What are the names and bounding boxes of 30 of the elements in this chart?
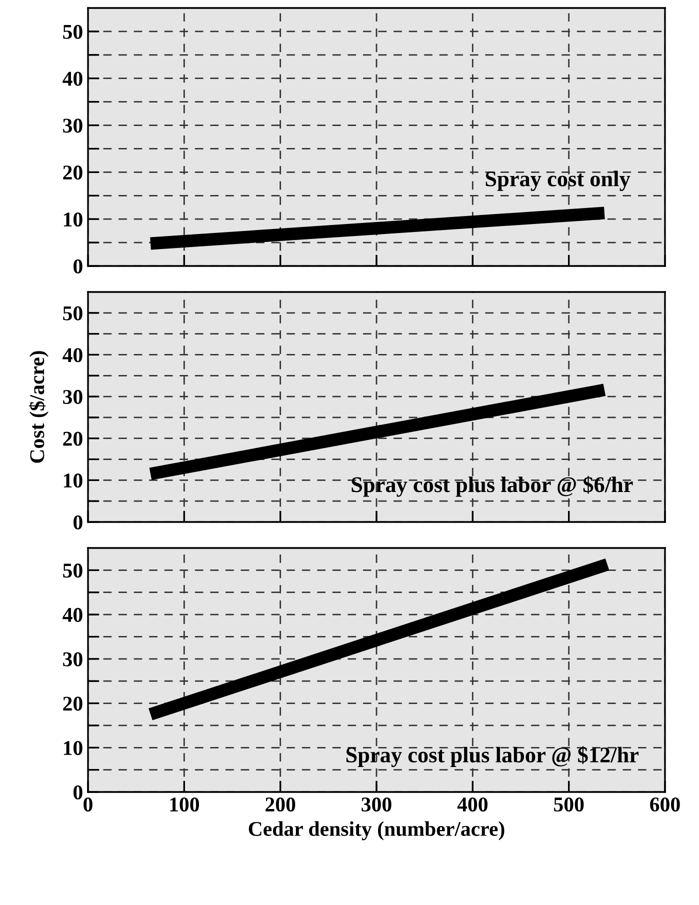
y-tick-label: 40 [62, 608, 82, 622]
y-tick-label: 20 [63, 696, 82, 711]
y-tick-label: 50 [63, 306, 82, 320]
y-tick-label: 0 [74, 785, 82, 800]
y-tick-label: 50 [63, 564, 82, 578]
x-tick-label: 200 [266, 797, 296, 812]
x-tick-label: 400 [457, 797, 488, 812]
y-tick-label: 0 [74, 259, 82, 274]
y-tick-label: 40 [62, 72, 82, 86]
y-tick-label: 30 [63, 118, 82, 133]
annotation: Spray cost only [486, 170, 630, 191]
y-tick-label: 10 [64, 741, 82, 756]
x-tick-label: 0 [84, 797, 92, 812]
x-tick-label: 300 [362, 797, 392, 812]
y-tick-label: 20 [63, 432, 82, 446]
y-tick-label: 10 [64, 212, 82, 227]
annotation: Spray cost plus labor @ $12/hr [346, 746, 639, 768]
y-tick-label: 30 [63, 652, 82, 666]
y-tick-label: 10 [64, 474, 82, 488]
y-tick-label: 50 [63, 24, 82, 39]
y-tick-label: 30 [63, 390, 82, 404]
y-tick-label: 20 [63, 166, 82, 180]
x-tick-label: 100 [170, 797, 199, 812]
y-axis-title: Cost ($/acre) [28, 351, 48, 463]
y-tick-label: 0 [74, 515, 82, 530]
annotation: Spray cost plus labor @ $6/hr [352, 476, 633, 497]
x-tick-label: 500 [554, 797, 584, 812]
x-axis-title: Cedar density (number/acre) [248, 821, 504, 840]
y-tick-label: 40 [62, 348, 82, 362]
x-tick-label: 600 [650, 797, 680, 812]
